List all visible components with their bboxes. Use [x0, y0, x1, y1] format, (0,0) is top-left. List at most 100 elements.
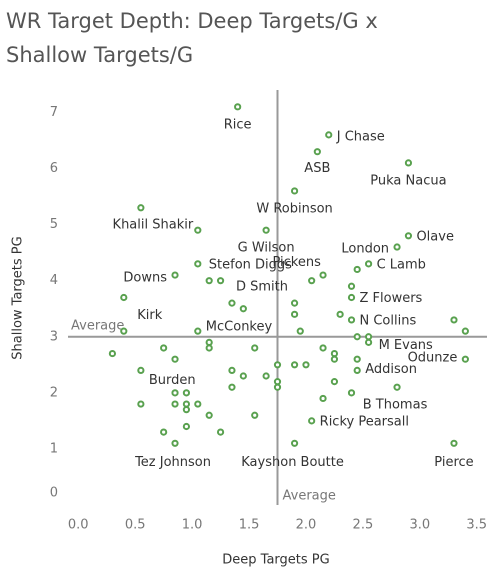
point-label: Puka Nacua [370, 173, 446, 188]
y-tick-label: 7 [50, 105, 58, 120]
x-tick-label: 1.5 [239, 518, 260, 533]
y-tick-label: 1 [50, 441, 58, 456]
point [308, 417, 316, 425]
reference-label: Average [283, 489, 336, 504]
point [262, 372, 270, 380]
point [290, 310, 299, 318]
x-tick-label: 2.5 [353, 518, 374, 533]
point-label: Pierce [434, 455, 473, 470]
point-label: Stefon Diggs [209, 257, 292, 272]
point [319, 394, 327, 403]
point [194, 400, 202, 408]
point [273, 361, 282, 369]
point [205, 411, 213, 419]
point-label: B Thomas [363, 398, 428, 413]
point-label: Burden [149, 373, 196, 388]
point [171, 271, 179, 279]
reference-label: Average [71, 318, 124, 333]
point [313, 148, 321, 156]
point-label: London [341, 242, 389, 257]
point [171, 389, 179, 397]
y-axis-label: Shallow Targets PG [11, 236, 26, 359]
point [205, 277, 213, 285]
point [330, 378, 339, 386]
x-tick-label: 0.5 [125, 518, 146, 533]
point-label: Downs [123, 271, 167, 286]
point [239, 305, 247, 313]
point [302, 361, 310, 369]
point [216, 277, 225, 285]
point [251, 344, 259, 352]
point [273, 378, 282, 386]
point-label: Z Flowers [360, 291, 423, 306]
point [336, 310, 344, 318]
y-tick-label: 2 [50, 385, 58, 400]
point [290, 361, 299, 369]
point [171, 355, 179, 363]
point [364, 333, 373, 341]
point-label: Tez Johnson [134, 455, 211, 470]
point [205, 338, 213, 346]
x-axis-label: Deep Targets PG [222, 553, 329, 568]
point [290, 299, 299, 307]
y-tick-label: 4 [50, 273, 58, 288]
point [450, 316, 458, 324]
point [182, 422, 191, 431]
point [108, 349, 117, 358]
point-label: McConkey [206, 320, 273, 335]
point [364, 338, 373, 346]
point [137, 400, 145, 408]
point-label: M Evans [379, 338, 433, 353]
point [239, 372, 247, 380]
y-tick-label: 5 [50, 217, 58, 232]
point-label: Odunze [408, 351, 458, 366]
point-label: C Lamb [377, 257, 426, 272]
point-label: ASB [304, 161, 330, 176]
point [347, 293, 356, 302]
point-label: Ricky Pearsall [320, 414, 409, 429]
point [273, 383, 282, 391]
y-tick-label: 0 [50, 486, 58, 501]
point [182, 406, 191, 414]
point [353, 355, 361, 363]
point [160, 428, 168, 436]
point-label: Olave [416, 229, 454, 244]
point [347, 282, 356, 290]
point-label: D Smith [236, 280, 288, 295]
point [330, 349, 339, 358]
point [120, 293, 128, 302]
point [205, 344, 213, 352]
y-tick-label: 6 [50, 161, 58, 176]
point [137, 204, 145, 212]
point [228, 366, 236, 375]
point [404, 159, 413, 167]
point [228, 299, 236, 307]
x-tick-label: 2.0 [296, 518, 317, 533]
point [228, 383, 236, 391]
point [296, 327, 304, 335]
point-label: Kirk [137, 308, 162, 323]
point-label: Rice [224, 117, 252, 132]
point [120, 327, 128, 335]
point [262, 226, 270, 234]
point [461, 355, 469, 363]
point [290, 187, 299, 195]
x-tick-label: 3.5 [466, 518, 487, 533]
x-tick-label: 0.0 [68, 518, 89, 533]
point-label: Pickens [272, 255, 321, 270]
y-tick-label: 3 [50, 329, 58, 344]
point [194, 260, 202, 268]
point [393, 383, 401, 391]
point-label: N Collins [360, 313, 417, 328]
point-label: W Robinson [256, 201, 332, 216]
point [182, 400, 191, 408]
point [137, 366, 145, 375]
point [194, 327, 202, 335]
point [347, 389, 356, 397]
x-tick-label: 1.0 [182, 518, 203, 533]
point [216, 428, 225, 436]
point [171, 439, 179, 447]
point-label: Khalil Shakir [113, 217, 194, 232]
